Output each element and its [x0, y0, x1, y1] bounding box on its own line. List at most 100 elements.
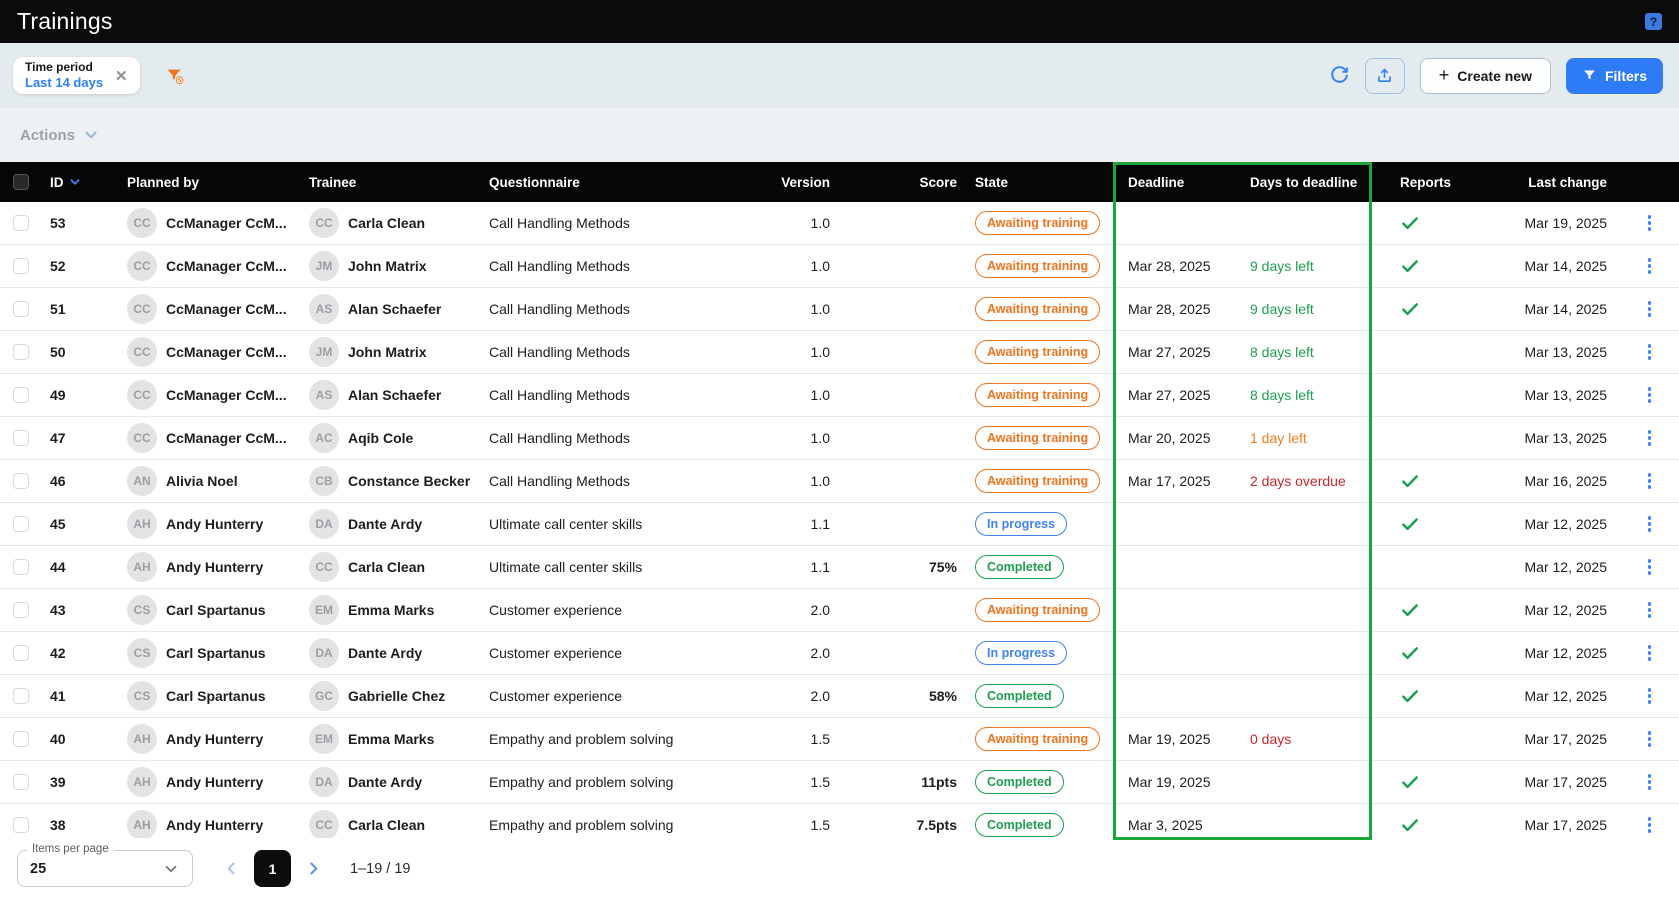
row-menu-icon[interactable] — [1644, 813, 1656, 837]
row-menu-icon[interactable] — [1644, 211, 1656, 235]
column-header-planned-by[interactable]: Planned by — [127, 174, 200, 190]
row-menu-icon[interactable] — [1644, 297, 1656, 321]
refresh-icon[interactable] — [1329, 65, 1350, 86]
row-menu-icon[interactable] — [1644, 469, 1656, 493]
cell-last-change: Mar 13, 2025 — [1524, 430, 1608, 446]
row-checkbox[interactable] — [13, 645, 29, 661]
cell-deadline: Mar 17, 2025 — [1128, 473, 1211, 489]
cell-version: 2.0 — [810, 602, 830, 618]
time-period-filter-chip[interactable]: Time period Last 14 days ✕ — [13, 57, 140, 94]
cell-trainee: CB Constance Becker — [309, 466, 489, 496]
cell-deadline: Mar 19, 2025 — [1128, 774, 1211, 790]
cell-version: 1.0 — [810, 301, 830, 317]
column-header-state[interactable]: State — [975, 174, 1009, 190]
planned-by-avatar: CC — [127, 380, 157, 410]
checkbox-cell — [0, 602, 46, 618]
cell-last-change: Mar 12, 2025 — [1524, 559, 1608, 575]
column-header-trainee[interactable]: Trainee — [309, 174, 357, 190]
header-checkbox-cell — [0, 174, 46, 190]
row-checkbox[interactable] — [13, 516, 29, 532]
row-checkbox[interactable] — [13, 688, 29, 704]
prev-page-icon[interactable] — [221, 858, 242, 879]
row-menu-icon[interactable] — [1644, 512, 1656, 536]
row-checkbox[interactable] — [13, 817, 29, 833]
create-new-button[interactable]: + Create new — [1419, 57, 1551, 94]
filters-button[interactable]: Filters — [1565, 57, 1663, 94]
cell-trainee: JM John Matrix — [309, 337, 489, 367]
row-checkbox[interactable] — [13, 602, 29, 618]
row-checkbox[interactable] — [13, 559, 29, 575]
cell-last-change: Mar 17, 2025 — [1524, 817, 1608, 833]
cell-planned-by: CC CcManager CcM... — [127, 380, 309, 410]
cell-planned-by: AH Andy Hunterry — [127, 810, 309, 838]
row-checkbox[interactable] — [13, 387, 29, 403]
column-header-days-to-deadline[interactable]: Days to deadline — [1250, 174, 1358, 190]
cell-reports — [1372, 686, 1490, 706]
row-menu-icon[interactable] — [1644, 426, 1656, 450]
table-row: 51 CC CcManager CcM... AS Alan Schaefer … — [0, 288, 1679, 331]
trainee-name: Dante Ardy — [348, 516, 423, 532]
cell-last-change: Mar 12, 2025 — [1524, 645, 1608, 661]
table-row: 39 AH Andy Hunterry DA Dante Ardy Empath… — [0, 761, 1679, 804]
column-header-deadline[interactable]: Deadline — [1128, 174, 1185, 190]
select-all-checkbox[interactable] — [13, 174, 29, 190]
actions-menu[interactable]: Actions — [20, 126, 76, 144]
row-checkbox[interactable] — [13, 258, 29, 274]
export-icon[interactable] — [1364, 57, 1405, 94]
row-menu-icon[interactable] — [1644, 383, 1656, 407]
row-menu-icon[interactable] — [1644, 340, 1656, 364]
state-badge: Awaiting training — [975, 598, 1101, 622]
cell-trainee: DA Dante Ardy — [309, 638, 489, 668]
row-menu-icon[interactable] — [1644, 770, 1656, 794]
cell-id: 52 — [50, 258, 66, 274]
items-per-page-select[interactable]: Items per page 25 — [17, 843, 193, 887]
column-header-score[interactable]: Score — [919, 174, 957, 190]
row-checkbox[interactable] — [13, 473, 29, 489]
planned-by-avatar: CC — [127, 423, 157, 453]
cell-questionnaire: Call Handling Methods — [489, 387, 630, 403]
cell-version: 1.5 — [810, 731, 830, 747]
planned-by-name: CcManager CcM... — [166, 387, 287, 403]
cell-state: Awaiting training — [961, 340, 1113, 364]
next-page-icon[interactable] — [303, 858, 324, 879]
row-checkbox[interactable] — [13, 430, 29, 446]
row-menu-icon[interactable] — [1644, 598, 1656, 622]
chevron-down-icon[interactable] — [82, 126, 100, 144]
cell-questionnaire: Customer experience — [489, 645, 623, 661]
column-header-last-change[interactable]: Last change — [1528, 174, 1607, 190]
row-menu-icon[interactable] — [1644, 727, 1656, 751]
row-checkbox[interactable] — [13, 344, 29, 360]
row-menu-icon[interactable] — [1644, 555, 1656, 579]
cell-state: Awaiting training — [961, 469, 1113, 493]
row-menu-icon[interactable] — [1644, 641, 1656, 665]
chip-remove-icon[interactable]: ✕ — [115, 67, 128, 85]
cell-version: 1.1 — [810, 516, 830, 532]
row-menu-icon[interactable] — [1644, 684, 1656, 708]
cell-deadline: Mar 20, 2025 — [1128, 430, 1211, 446]
column-header-version[interactable]: Version — [781, 174, 830, 190]
trainee-avatar: AC — [309, 423, 339, 453]
row-checkbox[interactable] — [13, 301, 29, 317]
cell-score: 7.5pts — [916, 817, 957, 833]
cell-state: Awaiting training — [961, 383, 1113, 407]
row-menu-icon[interactable] — [1644, 254, 1656, 278]
cell-score: 75% — [928, 559, 957, 575]
row-checkbox[interactable] — [13, 774, 29, 790]
clear-filters-icon[interactable] — [164, 65, 186, 87]
column-header-questionnaire[interactable]: Questionnaire — [489, 174, 580, 190]
cell-days-to-deadline: 2 days overdue — [1250, 473, 1346, 489]
menu-cell — [1620, 770, 1679, 794]
column-header-reports[interactable]: Reports — [1400, 174, 1452, 190]
sort-desc-icon — [70, 179, 79, 185]
cell-questionnaire: Customer experience — [489, 688, 623, 704]
cell-id: 45 — [50, 516, 66, 532]
chip-text: Time period Last 14 days — [25, 60, 103, 91]
page-number-button[interactable]: 1 — [254, 850, 291, 887]
trainee-avatar: EM — [309, 724, 339, 754]
row-checkbox[interactable] — [13, 215, 29, 231]
column-header-id[interactable]: ID — [46, 175, 127, 190]
help-icon[interactable]: ? — [1645, 13, 1662, 30]
cell-state: Awaiting training — [961, 598, 1113, 622]
cell-state: In progress — [961, 641, 1113, 665]
row-checkbox[interactable] — [13, 731, 29, 747]
